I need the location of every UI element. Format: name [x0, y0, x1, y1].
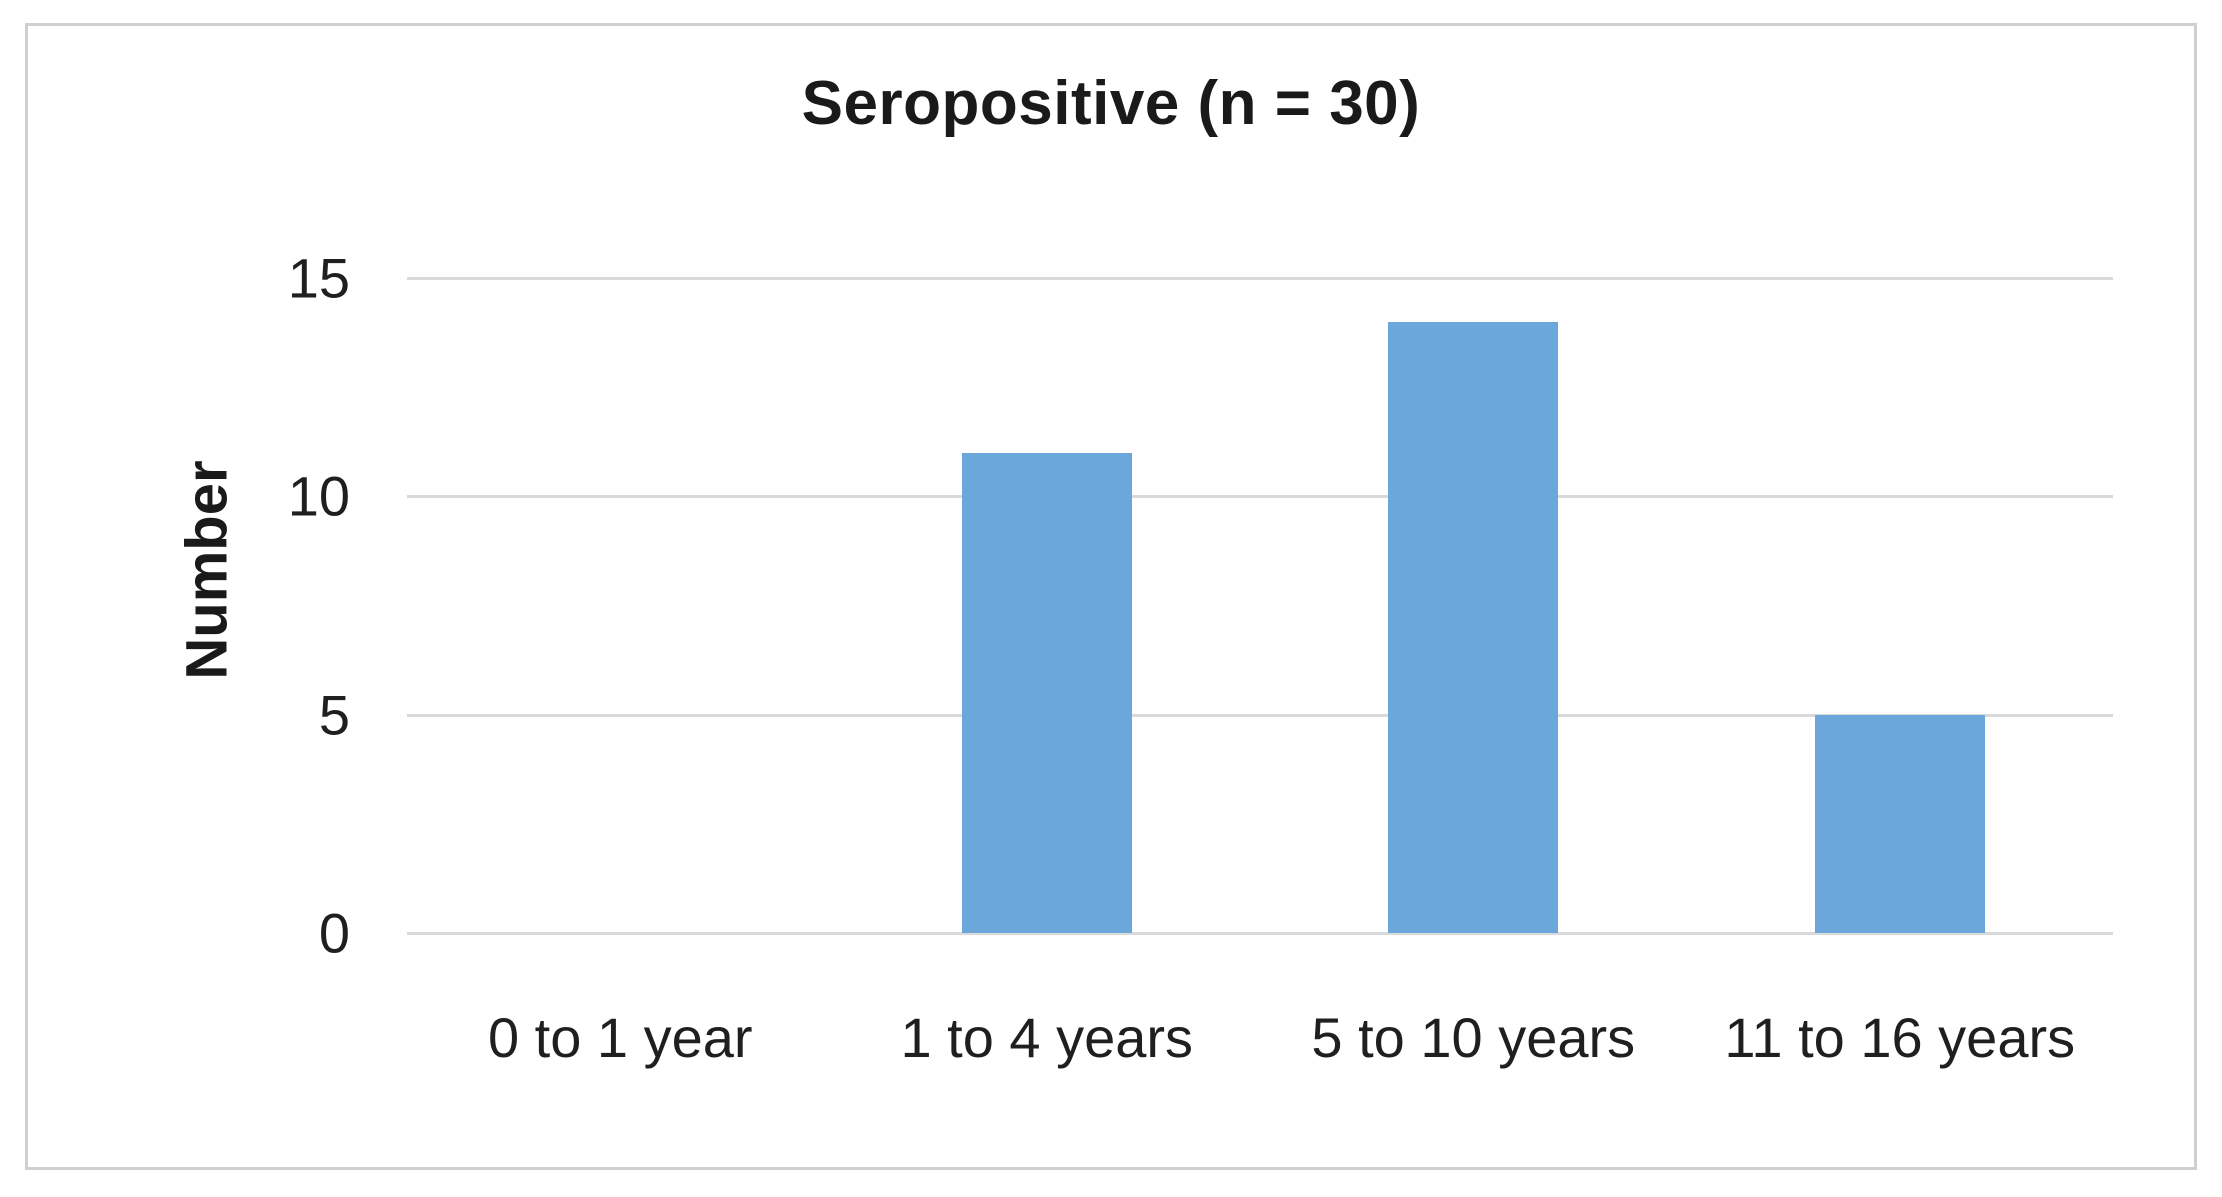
y-tick-label-0: 0	[318, 901, 350, 965]
gridline-y-5	[407, 713, 2113, 717]
chart-title: Seropositive (n = 30)	[801, 69, 1421, 138]
plot-area	[407, 277, 2113, 935]
y-tick-label-10: 10	[287, 464, 350, 528]
bar-1-to-4-years	[961, 452, 1132, 933]
bar-11-to-16-years	[1814, 714, 1985, 933]
gridline-y-10	[407, 495, 2113, 499]
x-axis-label-0-to-1-year: 0 to 1 year	[487, 1006, 753, 1069]
gridline-y-15	[407, 277, 2113, 280]
bar-5-to-10-years	[1388, 321, 1559, 933]
x-axis-label-1-to-4-years: 1 to 4 years	[900, 1006, 1194, 1069]
x-axis-label-11-to-16-years: 11 to 16 years	[1724, 1006, 2076, 1069]
y-tick-label-5: 5	[318, 683, 350, 747]
y-tick-label-15: 15	[287, 246, 350, 310]
gridline-y-0	[407, 932, 2113, 935]
x-axis-label-5-to-10-years: 5 to 10 years	[1311, 1006, 1636, 1069]
